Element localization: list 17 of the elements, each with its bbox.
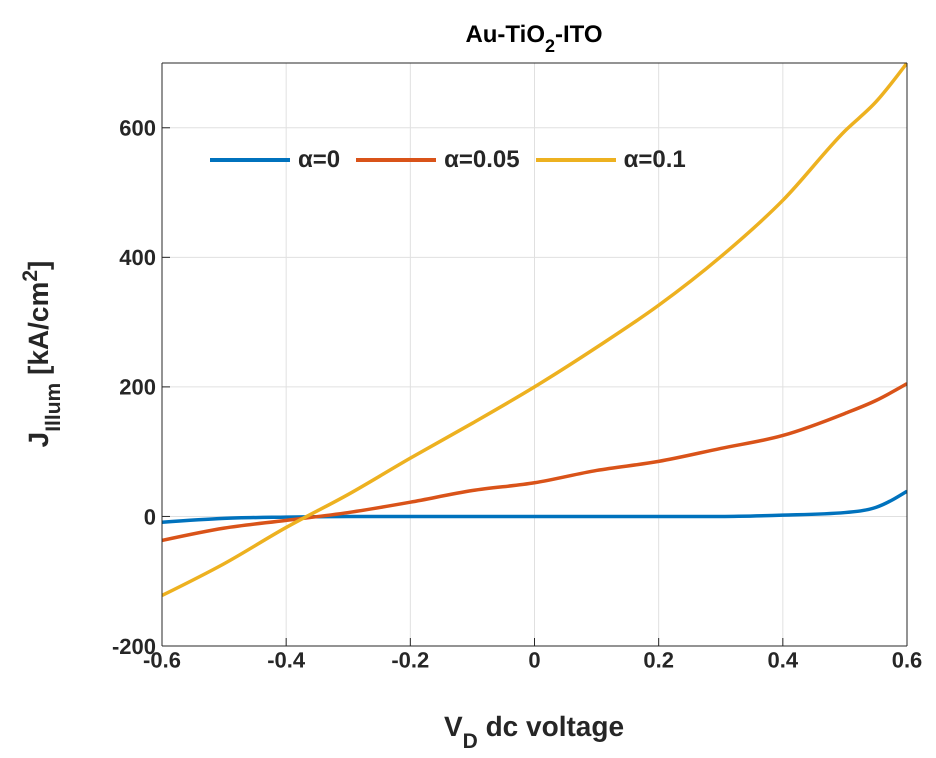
y-tick-label: 600 [119,116,156,141]
line-series [162,489,907,524]
legend-label: α=0 [298,146,340,174]
x-tick-label: 0.6 [892,648,922,673]
legend-label: α=0.05 [444,146,520,174]
x-axis-title: V$_{D}$ dc voltage [444,711,624,752]
x-tick-label: -0.2 [391,648,430,673]
x-tick-label: 0.4 [768,648,799,673]
chart-title: Au-TiO$_{2}$-ITO [465,21,603,56]
y-tick-label: 0 [144,504,156,530]
y-tick-label: 400 [119,245,156,270]
line-series [162,382,907,542]
y-tick-label: 200 [119,374,156,400]
x-tick-label: 0.2 [643,648,674,673]
x-tick-label: 0 [528,648,541,673]
x-tick-label: -0.4 [267,648,306,673]
legend-label: α=0.1 [624,146,686,174]
